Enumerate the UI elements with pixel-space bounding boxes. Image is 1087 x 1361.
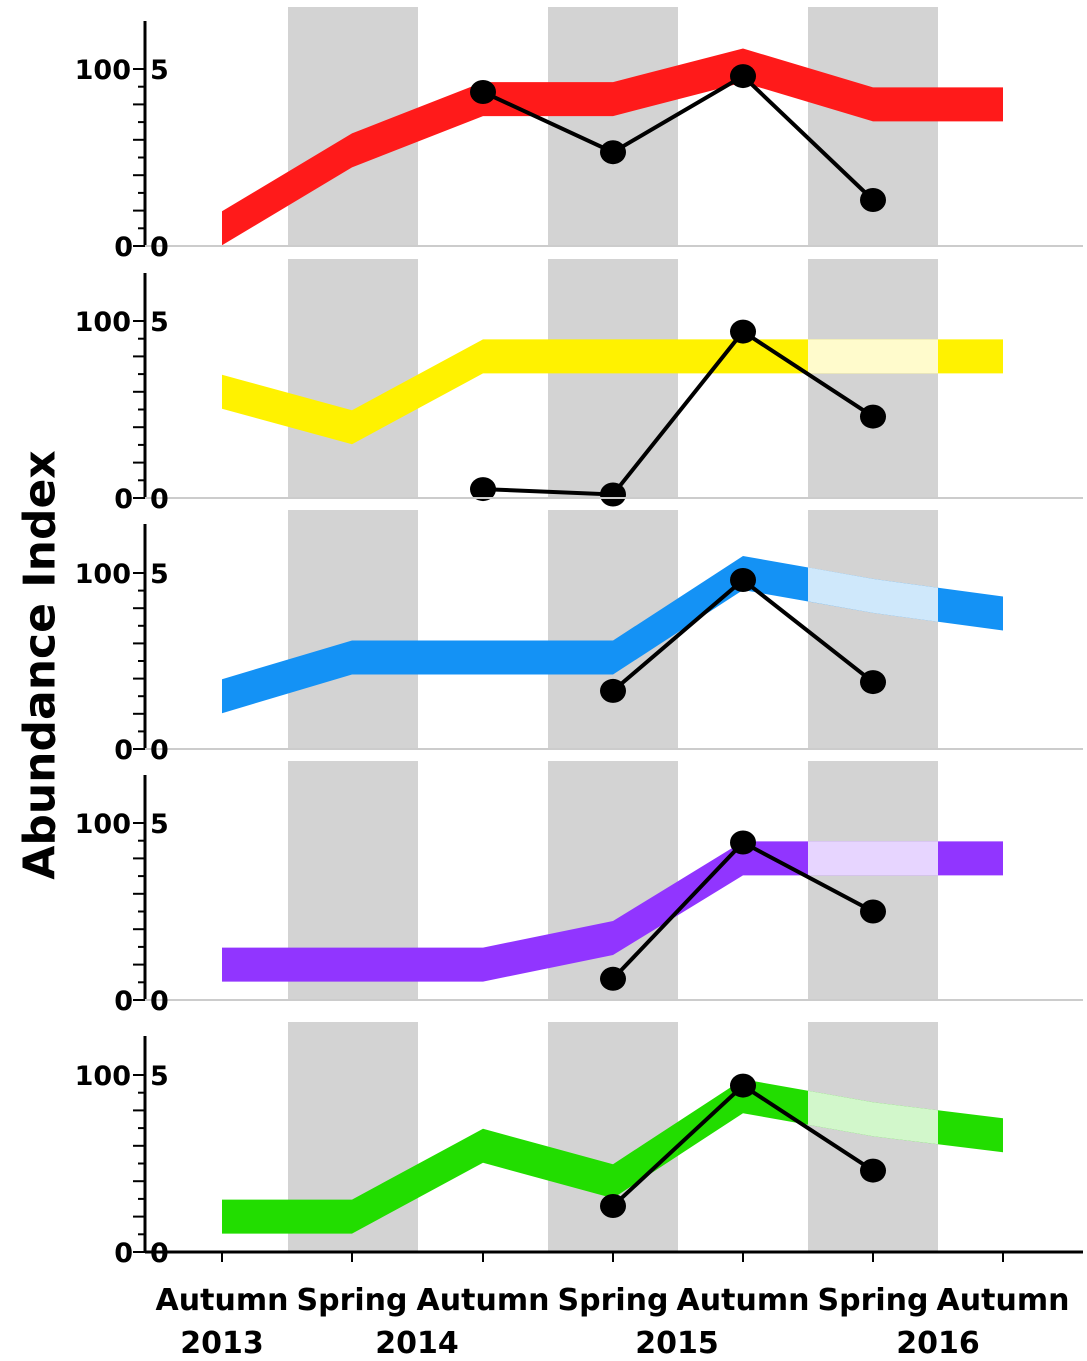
count-point-panel-3-2 bbox=[730, 568, 756, 592]
shade-spring-panel-2 bbox=[288, 259, 418, 498]
count-point-panel-3-1 bbox=[600, 678, 626, 703]
left-tick-label-100: 100 bbox=[75, 809, 131, 840]
count-point-panel-1-4 bbox=[860, 188, 886, 212]
count-point-panel-2-4 bbox=[860, 404, 886, 429]
abundance-band-faded-panel-5 bbox=[808, 1090, 938, 1145]
abundance-band-faded-panel-3 bbox=[808, 567, 938, 622]
left-tick-label-100: 100 bbox=[75, 55, 131, 86]
right-tick-label-5: 5 bbox=[150, 55, 169, 86]
right-tick-label-0: 0 bbox=[150, 735, 169, 766]
abundance-band-panel-3 bbox=[222, 556, 1003, 714]
count-point-panel-5-2 bbox=[730, 1073, 756, 1098]
x-year-label: 2013 bbox=[180, 1326, 264, 1361]
x-tick-label-season: Autumn bbox=[156, 1283, 289, 1318]
left-tick-label-100: 100 bbox=[75, 1061, 131, 1092]
shade-spring-panel-4 bbox=[808, 761, 938, 1000]
x-tick-label-season: Autumn bbox=[937, 1283, 1070, 1318]
left-tick-label-100: 100 bbox=[75, 307, 131, 338]
right-tick-label-5: 5 bbox=[150, 559, 169, 590]
count-point-panel-4-3 bbox=[860, 899, 886, 924]
abundance-band-panel-2 bbox=[222, 339, 1003, 445]
abundance-band-panel-1 bbox=[222, 48, 1003, 246]
x-year-label: 2016 bbox=[896, 1326, 980, 1361]
left-tick-label-0: 0 bbox=[114, 484, 133, 515]
y-axis-title: Abundance Index bbox=[14, 450, 66, 880]
x-year-label: 2014 bbox=[375, 1326, 459, 1361]
count-point-panel-5-1 bbox=[600, 1194, 626, 1218]
x-year-label: 2015 bbox=[635, 1326, 719, 1361]
left-tick-label-0: 0 bbox=[114, 735, 133, 766]
x-tick-label-season: Autumn bbox=[677, 1283, 810, 1318]
count-point-panel-1-1 bbox=[470, 80, 496, 104]
abundance-band-faded-panel-2 bbox=[808, 339, 938, 374]
right-tick-label-5: 5 bbox=[150, 1061, 169, 1092]
abundance-band-faded-panel-4 bbox=[808, 841, 938, 876]
x-tick-label-season: Spring bbox=[818, 1283, 929, 1318]
left-tick-label-0: 0 bbox=[114, 986, 133, 1017]
count-point-panel-3-3 bbox=[860, 670, 886, 695]
left-tick-label-100: 100 bbox=[75, 559, 131, 590]
count-point-panel-2-1 bbox=[470, 477, 496, 502]
shade-spring-panel-2 bbox=[808, 259, 938, 498]
x-tick-label-season: Spring bbox=[558, 1283, 669, 1318]
right-tick-label-5: 5 bbox=[150, 809, 169, 840]
count-point-panel-1-2 bbox=[600, 140, 626, 165]
shade-spring-panel-2 bbox=[548, 259, 678, 498]
count-point-panel-5-3 bbox=[860, 1158, 886, 1183]
count-point-panel-4-1 bbox=[600, 966, 626, 991]
count-line-panel-2 bbox=[482, 328, 875, 497]
shade-spring-panel-3 bbox=[288, 510, 418, 749]
left-tick-label-0: 0 bbox=[114, 232, 133, 263]
right-tick-label-0: 0 bbox=[150, 484, 169, 515]
count-point-panel-1-3 bbox=[730, 64, 756, 89]
count-point-panel-2-2 bbox=[600, 482, 626, 507]
right-tick-label-5: 5 bbox=[150, 307, 169, 338]
right-tick-label-0: 0 bbox=[150, 232, 169, 263]
shade-spring-panel-3 bbox=[808, 510, 938, 749]
right-tick-label-0: 0 bbox=[150, 986, 169, 1017]
x-tick-label-season: Autumn bbox=[417, 1283, 550, 1318]
count-point-panel-4-2 bbox=[730, 830, 756, 855]
count-line-panel-1 bbox=[482, 73, 875, 202]
count-point-panel-2-3 bbox=[730, 319, 756, 344]
x-tick-label-season: Spring bbox=[297, 1283, 408, 1318]
left-tick-label-0: 0 bbox=[114, 1238, 133, 1269]
abundance-band-panel-5 bbox=[222, 1079, 1003, 1234]
